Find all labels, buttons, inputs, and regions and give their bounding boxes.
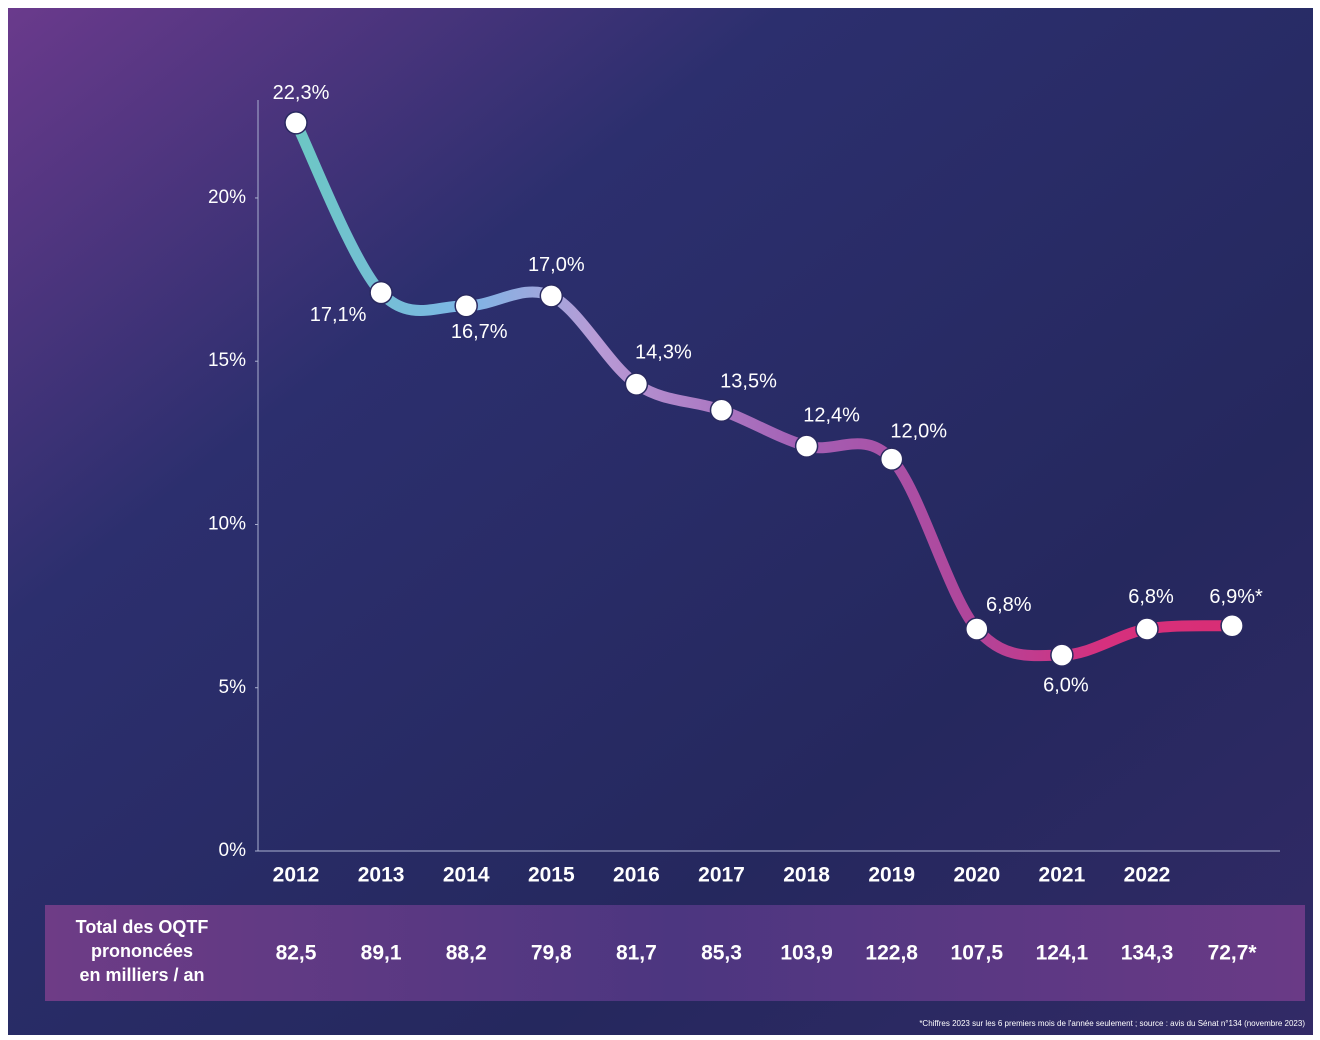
table-cell: 134,3 <box>1121 942 1174 965</box>
table-cell: 82,5 <box>276 942 317 965</box>
table-cell: 72,7* <box>1208 942 1258 965</box>
data-label: 6,8% <box>1128 586 1174 608</box>
footnote: *Chiffres 2023 sur les 6 premiers mois d… <box>919 1019 1305 1028</box>
x-tick-label: 2015 <box>528 864 575 887</box>
point <box>794 434 819 458</box>
y-tick-label: 0% <box>219 840 247 861</box>
x-tick-label: 2017 <box>698 864 745 887</box>
data-label: 17,0% <box>528 254 585 276</box>
data-label: 16,7% <box>451 321 508 343</box>
point <box>624 372 649 396</box>
x-tick-label: 2019 <box>868 864 915 887</box>
x-tick-label: 2014 <box>443 864 490 887</box>
y-tick-label: 5% <box>219 677 247 698</box>
point <box>284 111 308 135</box>
table-cell: 89,1 <box>361 942 402 965</box>
point <box>1220 613 1244 638</box>
data-label: 14,3% <box>635 341 692 363</box>
x-tick-label: 2012 <box>273 864 320 887</box>
table-cell: 103,9 <box>780 942 833 965</box>
table-label: en milliers / an <box>79 965 204 985</box>
background <box>8 8 1313 1035</box>
y-tick-label: 15% <box>208 350 246 371</box>
data-label: 12,0% <box>890 420 947 442</box>
point <box>709 398 734 422</box>
x-tick-label: 2020 <box>953 864 1000 887</box>
x-tick-label: 2013 <box>358 864 405 887</box>
point <box>1050 643 1074 667</box>
table-cell: 122,8 <box>865 942 918 965</box>
y-tick-label: 10% <box>208 513 246 534</box>
table-cell: 85,3 <box>701 942 742 965</box>
table-band <box>45 905 1305 1001</box>
table-label: prononcées <box>91 941 193 961</box>
data-label: 6,8% <box>986 594 1032 616</box>
table-cell: 79,8 <box>531 942 572 965</box>
x-tick-label: 2016 <box>613 864 660 887</box>
data-label: 22,3% <box>273 82 330 104</box>
table-cell: 88,2 <box>446 942 487 965</box>
data-label: 6,0% <box>1043 674 1089 696</box>
point <box>1135 617 1159 641</box>
table-cell: 124,1 <box>1036 942 1089 965</box>
data-label: 17,1% <box>310 304 367 326</box>
table-cell: 81,7 <box>616 942 657 965</box>
x-tick-label: 2021 <box>1039 864 1086 887</box>
table-cell: 107,5 <box>951 942 1004 965</box>
point <box>369 280 393 305</box>
data-label: 13,5% <box>720 370 777 392</box>
point <box>965 617 989 641</box>
point <box>879 447 904 471</box>
data-label: 12,4% <box>803 404 860 426</box>
point <box>454 293 478 318</box>
point <box>539 284 564 308</box>
data-label: 6,9%* <box>1209 586 1263 608</box>
x-tick-label: 2022 <box>1124 864 1171 887</box>
y-tick-label: 20% <box>208 187 246 208</box>
table-label: Total des OQTF <box>76 917 209 937</box>
x-tick-label: 2018 <box>783 864 830 887</box>
